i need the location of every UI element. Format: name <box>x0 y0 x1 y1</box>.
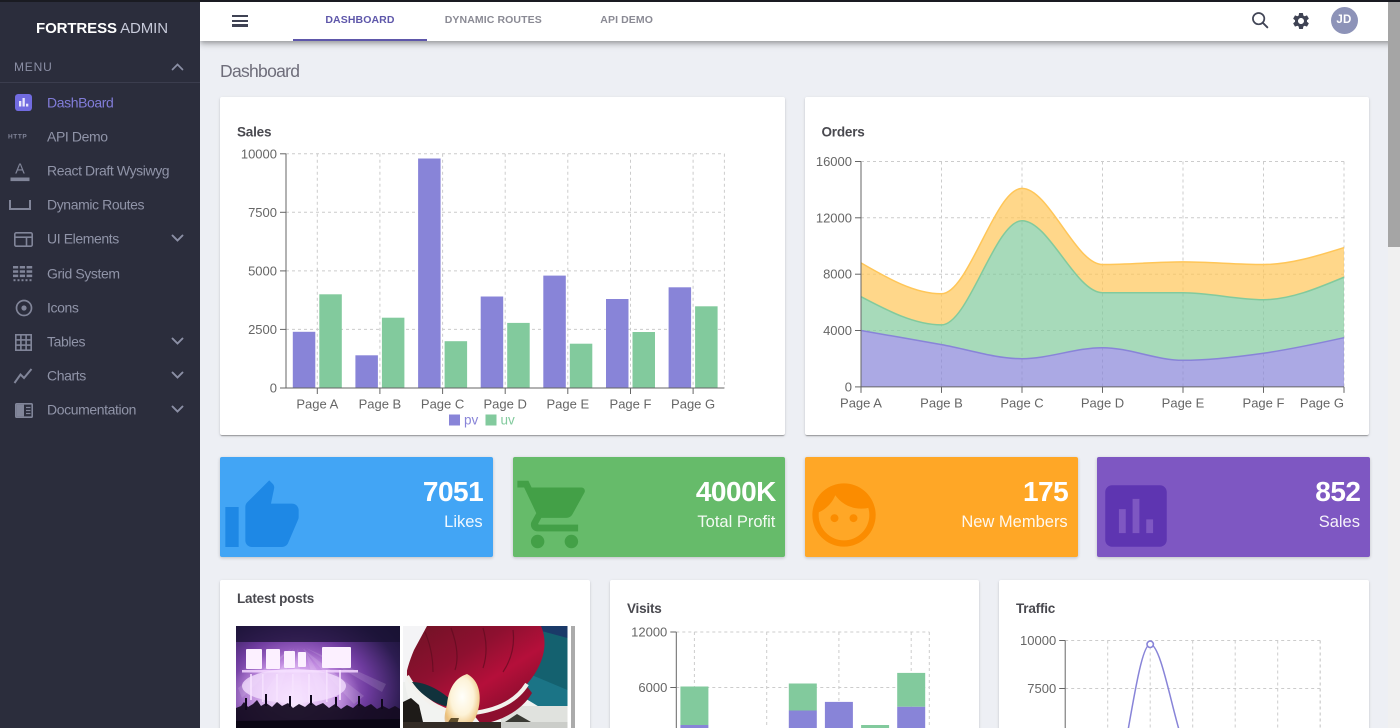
svg-text:Traffic: Traffic <box>1016 601 1056 616</box>
svg-text:Sales: Sales <box>237 124 271 139</box>
svg-text:0: 0 <box>845 379 852 394</box>
svg-text:10000: 10000 <box>241 146 277 161</box>
svg-text:Page C: Page C <box>1000 395 1043 410</box>
svg-text:Visits: Visits <box>627 601 662 616</box>
svg-text:uv: uv <box>501 412 516 427</box>
svg-text:Page F: Page F <box>1243 395 1285 410</box>
svg-text:Page A: Page A <box>296 396 338 411</box>
svg-text:12000: 12000 <box>816 210 852 225</box>
svg-text:Page A: Page A <box>840 395 882 410</box>
svg-text:5000: 5000 <box>248 263 277 278</box>
svg-text:Page E: Page E <box>1162 395 1205 410</box>
svg-text:pv: pv <box>464 412 479 427</box>
svg-text:Page D: Page D <box>484 396 527 411</box>
svg-text:Page G: Page G <box>1300 395 1344 410</box>
svg-text:8000: 8000 <box>823 266 852 281</box>
svg-text:10000: 10000 <box>1020 633 1056 648</box>
svg-text:6000: 6000 <box>638 680 667 695</box>
svg-text:0: 0 <box>270 380 277 395</box>
svg-text:Page C: Page C <box>421 396 464 411</box>
svg-text:7500: 7500 <box>248 204 277 219</box>
svg-text:Page B: Page B <box>359 396 402 411</box>
svg-text:12000: 12000 <box>631 624 667 639</box>
svg-text:Page B: Page B <box>920 395 963 410</box>
svg-text:Page G: Page G <box>671 396 715 411</box>
svg-text:Orders: Orders <box>822 124 865 139</box>
svg-text:Page E: Page E <box>546 396 589 411</box>
svg-text:Page F: Page F <box>610 396 652 411</box>
svg-text:A: A <box>15 162 25 178</box>
svg-text:4000: 4000 <box>823 323 852 338</box>
svg-text:2500: 2500 <box>248 321 277 336</box>
svg-text:16000: 16000 <box>816 154 852 169</box>
svg-text:Page D: Page D <box>1081 395 1124 410</box>
svg-text:7500: 7500 <box>1028 681 1057 696</box>
